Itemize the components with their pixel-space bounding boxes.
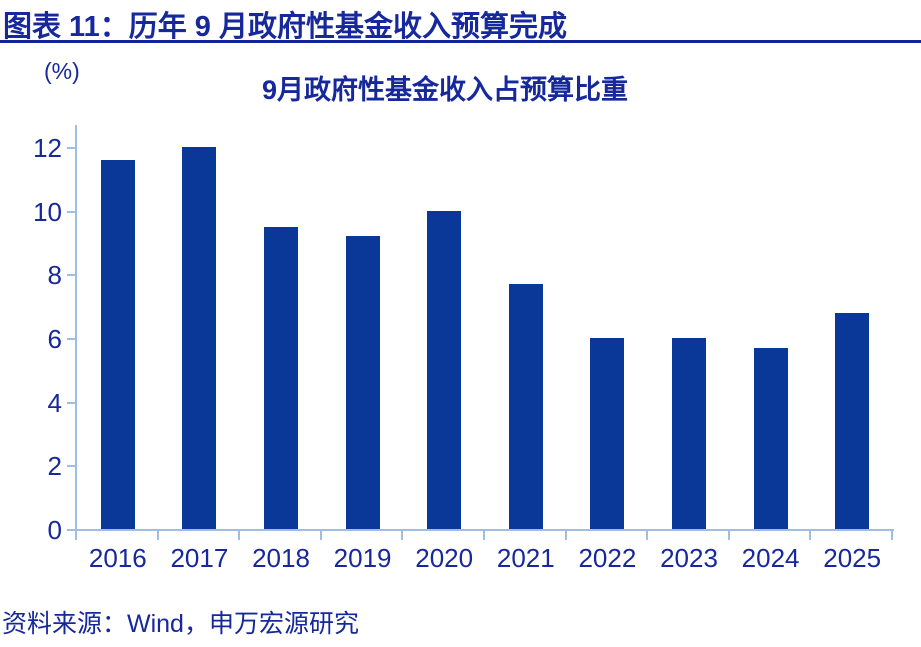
x-tick [646,531,649,540]
y-tick [67,338,75,340]
y-tick-label: 2 [47,451,62,482]
bar-2024 [753,348,788,529]
x-tick-label-2021: 2021 [496,543,555,573]
bar-2020 [427,211,462,529]
y-tick-label: 12 [33,133,62,163]
x-tick [401,531,404,540]
x-tick [238,531,241,540]
x-tick-label-2022: 2022 [578,543,637,573]
bar-2022 [590,338,625,529]
bar-2016 [100,160,135,529]
x-tick-label-2018: 2018 [252,543,310,573]
x-tick [75,531,77,540]
x-tick [891,531,893,540]
x-tick [319,531,322,540]
x-tick-label-2016: 2016 [88,543,147,573]
y-tick-label: 4 [47,387,62,418]
y-tick [67,210,75,213]
x-tick-label-2020: 2020 [415,543,474,573]
bar-2025 [835,313,870,529]
source-note: 资料来源：Wind，申万宏源研究 [2,610,359,638]
x-tick-label-2023: 2023 [660,543,718,573]
y-tick-label: 10 [33,196,62,227]
header-divider [0,40,921,43]
bar-2018 [264,227,298,529]
bar-2023 [672,338,706,529]
x-tick-label-2025: 2025 [823,543,882,573]
x-tick-label-2024: 2024 [741,543,800,573]
x-tick [156,531,159,540]
bar-2017 [182,147,217,529]
y-tick-label: 0 [47,515,62,545]
bar-2021 [508,284,543,529]
chart-title: 9月政府性基金收入占预算比重 [261,75,628,105]
x-tick [483,531,485,540]
x-axis-line [75,529,894,531]
y-tick [67,147,75,149]
y-axis-line [75,124,77,531]
figure-caption: 图表 11：历年 9 月政府性基金收入预算完成 [3,11,567,43]
x-tick [727,531,730,540]
x-tick [809,531,812,540]
y-tick-label: 8 [47,260,62,291]
y-tick [67,529,75,531]
y-tick-label: 6 [47,324,62,354]
y-tick [67,465,75,468]
bar-2019 [345,236,380,529]
y-tick [67,401,75,404]
x-tick [564,531,567,540]
x-tick-label-2019: 2019 [333,543,392,573]
x-tick-label-2017: 2017 [170,543,229,573]
y-tick [67,274,75,277]
y-axis-unit-label: (%) [44,58,80,84]
